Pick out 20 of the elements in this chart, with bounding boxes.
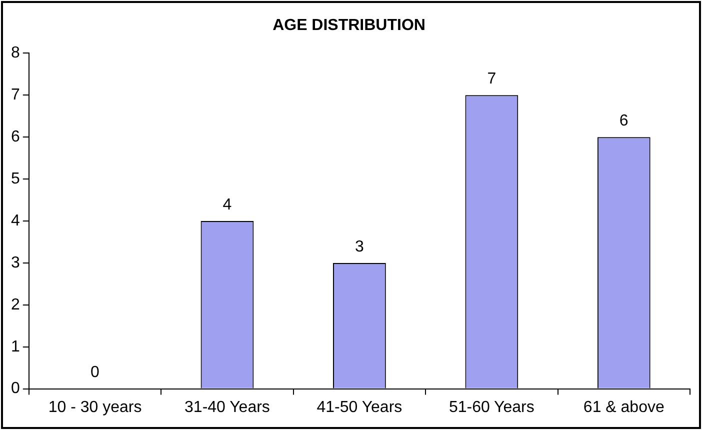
chart-title: AGE DISTRIBUTION xyxy=(272,17,426,34)
y-tick-label: 7 xyxy=(10,86,20,104)
x-tick-label: 31-40 Years xyxy=(184,398,270,416)
data-label: 6 xyxy=(619,112,628,130)
data-label: 3 xyxy=(354,238,364,256)
y-tick-label: 0 xyxy=(10,380,20,398)
data-label: 0 xyxy=(90,364,100,382)
y-tick-label: 5 xyxy=(10,170,20,188)
x-tick-label: 41-50 Years xyxy=(316,398,402,416)
x-tick-label: 10 - 30 years xyxy=(48,398,142,416)
y-tick-label: 6 xyxy=(10,128,20,146)
y-tick-label: 1 xyxy=(10,338,20,356)
y-tick-label: 8 xyxy=(10,44,20,62)
x-tick-label: 51-60 Years xyxy=(448,398,534,416)
data-label: 4 xyxy=(222,196,232,214)
y-tick-label: 4 xyxy=(10,212,20,230)
y-tick-label: 3 xyxy=(10,254,20,272)
x-tick-label: 61 & above xyxy=(583,398,664,416)
y-tick-label: 2 xyxy=(10,296,20,314)
data-label: 7 xyxy=(487,70,496,88)
